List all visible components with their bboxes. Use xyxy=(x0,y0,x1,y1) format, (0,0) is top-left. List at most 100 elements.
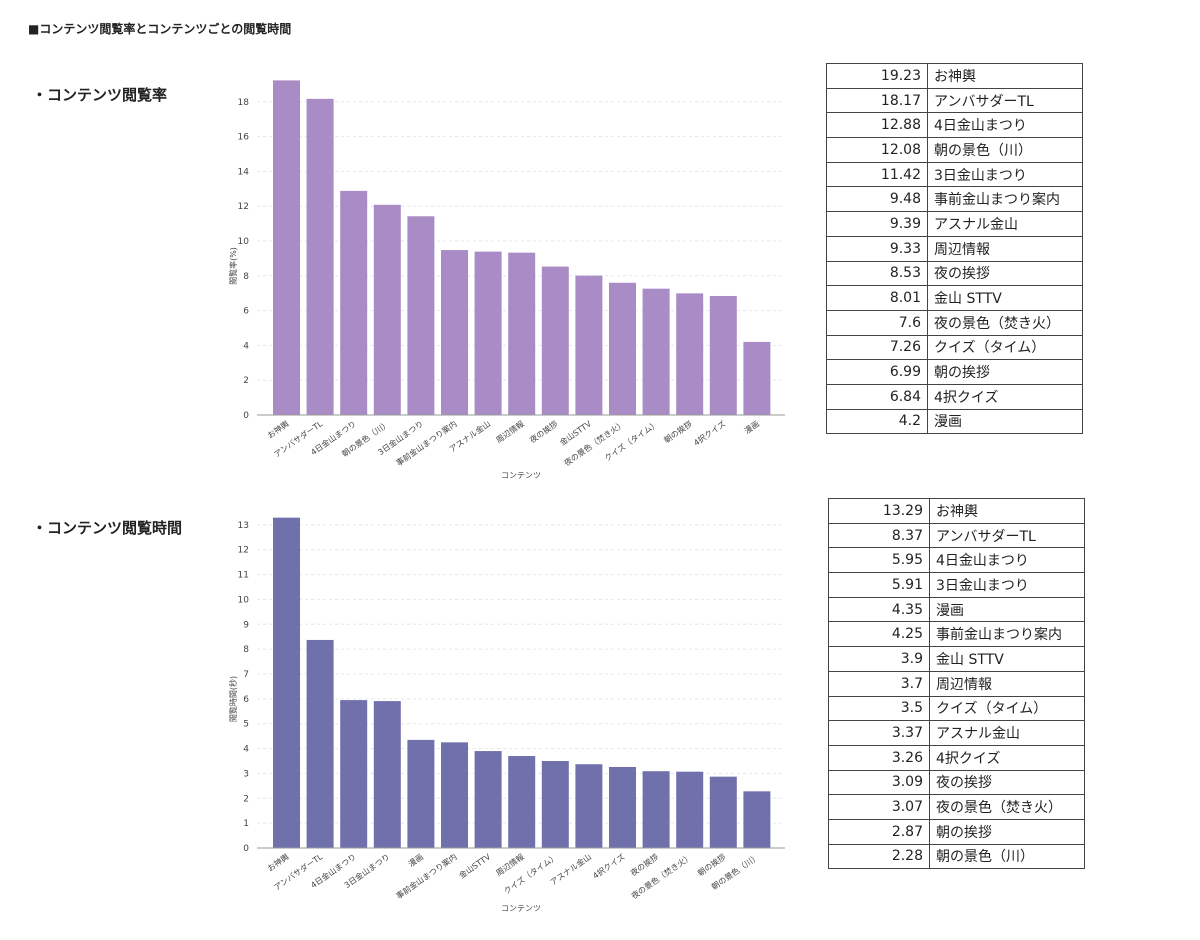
table-cell-value: 3.26 xyxy=(828,744,930,771)
table-cell-name: 4日金山まつり xyxy=(927,112,1083,139)
y-tick-label: 12 xyxy=(238,546,249,556)
x-tick-label: クイズ（タイム） xyxy=(602,418,660,463)
bar xyxy=(508,252,536,415)
bar xyxy=(340,190,368,415)
bar xyxy=(541,266,569,415)
table-cell-value: 2.28 xyxy=(828,843,930,870)
y-tick-label: 13 xyxy=(238,521,249,531)
table-row: 9.48 事前金山まつり案内 xyxy=(826,186,1083,213)
table-cell-name: 朝の景色（川） xyxy=(929,843,1085,870)
y-tick-label: 2 xyxy=(243,794,249,804)
x-tick-label: 朝の挨拶 xyxy=(695,851,727,878)
table-row: 3.09 夜の挨拶 xyxy=(828,769,1085,796)
x-tick-label: 漫画 xyxy=(742,418,761,435)
table-cell-name: 朝の挨拶 xyxy=(927,359,1083,385)
table-cell-name: 漫画 xyxy=(929,596,1085,623)
table-cell-name: お神輿 xyxy=(927,63,1083,89)
y-tick-label: 4 xyxy=(243,341,249,351)
table-cell-name: 朝の景色（川） xyxy=(927,137,1083,163)
bar xyxy=(441,742,468,848)
y-tick-label: 11 xyxy=(238,571,249,581)
section-title-view-time: ・コンテンツ閲覧時間 xyxy=(32,519,183,537)
table-row: 6.84 4択クイズ xyxy=(826,383,1083,410)
y-tick-label: 10 xyxy=(238,595,250,605)
bar xyxy=(474,251,502,415)
table-cell-name: 事前金山まつり案内 xyxy=(929,621,1085,648)
bar xyxy=(676,771,704,848)
y-tick-label: 2 xyxy=(243,376,249,386)
table-cell-name: 4択クイズ xyxy=(929,744,1085,771)
y-tick-label: 8 xyxy=(243,272,249,282)
table-cell-value: 19.23 xyxy=(826,63,928,89)
table-row: 11.42 3日金山まつり xyxy=(826,161,1083,188)
y-tick-label: 14 xyxy=(238,167,250,177)
x-tick-label: 金山STTV xyxy=(457,851,493,880)
table-cell-value: 5.91 xyxy=(828,572,930,598)
table-row: 12.88 4日金山まつり xyxy=(826,112,1083,139)
table-cell-value: 4.35 xyxy=(828,596,930,623)
table-cell-value: 8.01 xyxy=(826,285,928,311)
table-cell-name: 3日金山まつり xyxy=(927,161,1083,188)
x-tick-label: 4択クイズ xyxy=(591,851,627,880)
view-time-table: 13.29 お神輿 8.37 アンバサダーTL 5.95 4日金山まつり 5.91 3日金山ま… xyxy=(828,498,1085,870)
table-row: 3.37 アスナル金山 xyxy=(828,720,1085,746)
table-cell-value: 6.84 xyxy=(826,383,928,410)
x-tick-label: 周辺情報 xyxy=(494,851,526,878)
table-cell-value: 13.29 xyxy=(828,498,930,524)
bar xyxy=(642,771,670,848)
bar xyxy=(373,701,401,848)
table-cell-name: 漫画 xyxy=(927,408,1083,435)
bar xyxy=(273,80,300,415)
table-row: 3.07 夜の景色（焚き火） xyxy=(828,794,1085,820)
x-tick-label: お神輿 xyxy=(265,851,290,873)
table-cell-name: 金山 STTV xyxy=(927,285,1083,311)
y-tick-label: 8 xyxy=(243,645,249,655)
x-axis-title: コンテンツ xyxy=(501,904,541,913)
table-cell-value: 4.2 xyxy=(826,408,928,435)
bar xyxy=(373,204,401,415)
x-tick-label: 夜の挨拶 xyxy=(527,418,559,445)
bar xyxy=(541,761,569,848)
table-cell-value: 3.09 xyxy=(828,769,930,796)
x-tick-label: 夜の景色（焚き火） xyxy=(629,851,694,900)
table-row: 4.35 漫画 xyxy=(828,596,1085,623)
x-tick-label: 事前金山まつり案内 xyxy=(394,418,459,467)
table-cell-value: 11.42 xyxy=(826,161,928,188)
bar xyxy=(575,764,603,848)
table-cell-value: 3.9 xyxy=(828,646,930,672)
table-cell-value: 18.17 xyxy=(826,87,928,114)
bar xyxy=(709,776,737,848)
x-tick-label: 夜の景色（焚き火） xyxy=(562,418,627,467)
table-cell-name: アスナル金山 xyxy=(929,720,1085,746)
table-row: 12.08 朝の景色（川） xyxy=(826,137,1083,163)
x-tick-label: 夜の挨拶 xyxy=(628,851,660,878)
view-rate-table: 19.23 お神輿 18.17 アンバサダーTL 12.88 4日金山まつり 12.08 朝の… xyxy=(826,63,1083,435)
table-row: 3.9 金山 STTV xyxy=(828,646,1085,672)
y-axis-title: 閲覧率(%) xyxy=(228,247,238,285)
y-tick-label: 9 xyxy=(243,620,249,630)
bar xyxy=(642,288,670,415)
bar xyxy=(407,739,435,848)
y-tick-label: 5 xyxy=(243,720,249,730)
table-row: 9.33 周辺情報 xyxy=(826,235,1083,262)
table-cell-name: アンバサダーTL xyxy=(929,522,1085,549)
table-row: 8.01 金山 STTV xyxy=(826,285,1083,311)
y-axis-title: 閲覧時間(秒) xyxy=(228,676,238,722)
bar xyxy=(474,751,502,848)
y-tick-label: 3 xyxy=(243,769,249,779)
table-row: 7.6 夜の景色（焚き火） xyxy=(826,309,1083,336)
y-tick-label: 16 xyxy=(238,133,250,143)
bar xyxy=(575,275,603,415)
bar xyxy=(441,250,468,415)
table-row: 3.26 4択クイズ xyxy=(828,744,1085,771)
view-rate-bar-chart: 024681012141618お神輿アンバサダーTL4日金山まつり朝の景色（川）… xyxy=(228,80,785,480)
bar xyxy=(609,766,636,848)
table-cell-name: 金山 STTV xyxy=(929,646,1085,672)
bar xyxy=(508,756,536,848)
bar xyxy=(273,517,300,848)
bar xyxy=(407,216,435,415)
table-cell-name: 夜の挨拶 xyxy=(927,260,1083,287)
y-tick-label: 10 xyxy=(238,237,250,247)
table-cell-value: 8.53 xyxy=(826,260,928,287)
table-cell-value: 9.33 xyxy=(826,235,928,262)
